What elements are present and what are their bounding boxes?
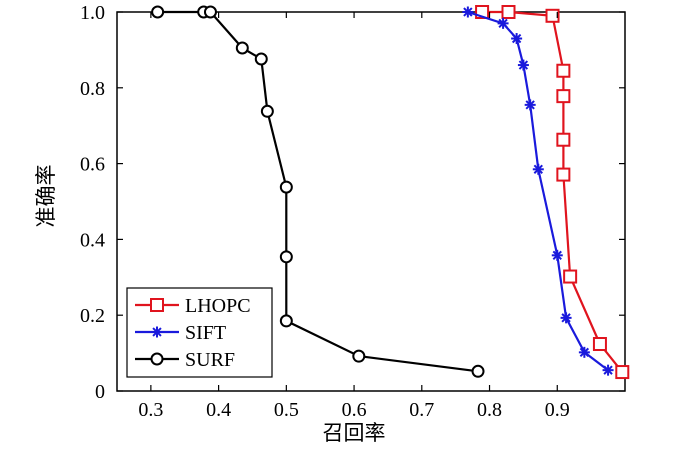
data-point-square — [563, 269, 578, 284]
data-point-square — [556, 63, 571, 78]
data-point-circle — [279, 314, 293, 328]
x-tick-label: 0.5 — [274, 399, 299, 421]
series-lhopc — [475, 5, 630, 380]
data-point-star — [551, 249, 563, 261]
series-sift — [462, 6, 614, 376]
x-tick-label: 0.7 — [409, 399, 434, 421]
legend-item-surf: SURF — [135, 349, 235, 371]
data-point-square — [556, 132, 571, 147]
y-tick-label: 0.4 — [80, 229, 105, 251]
y-tick-label: 0 — [95, 381, 105, 403]
y-tick-label: 0.2 — [80, 305, 105, 327]
data-point-square — [592, 337, 607, 352]
data-point-circle — [279, 180, 293, 194]
data-point-star — [517, 59, 529, 71]
data-point-star — [602, 364, 614, 376]
data-point-square — [615, 365, 630, 380]
x-axis: 0.3 0.4 0.5 0.6 0.7 0.8 0.9 — [138, 12, 570, 421]
y-tick-label: 0.6 — [80, 154, 105, 176]
data-point-square — [501, 5, 516, 19]
series-surf — [151, 5, 485, 378]
plot-area — [116, 11, 626, 392]
data-point-circle — [235, 41, 249, 55]
plot-border — [116, 11, 626, 392]
data-point-star — [151, 326, 163, 338]
legend-label: SIFT — [185, 322, 226, 344]
data-point-star — [462, 6, 474, 18]
data-point-circle — [150, 352, 164, 366]
data-point-square — [556, 167, 571, 182]
y-tick-label: 0.8 — [80, 78, 105, 100]
x-tick-label: 0.9 — [545, 399, 570, 421]
series-line — [482, 10, 624, 373]
data-point-star — [511, 33, 523, 45]
data-point-circle — [471, 364, 485, 378]
data-point-circle — [151, 5, 165, 19]
x-tick-label: 0.8 — [477, 399, 502, 421]
y-axis: 0 0.2 0.4 0.6 0.8 1.0 — [80, 2, 625, 403]
data-point-star — [497, 17, 509, 29]
y-axis-title: 准确率 — [34, 165, 58, 228]
series-layer — [151, 5, 630, 380]
series-line — [467, 10, 609, 372]
data-point-square — [556, 89, 571, 104]
x-tick-label: 0.4 — [206, 399, 231, 421]
data-point-circle — [279, 250, 293, 264]
data-point-star — [578, 346, 590, 358]
x-axis-title: 召回率 — [323, 421, 386, 445]
data-point-star — [560, 312, 572, 324]
legend-item-lhopc: LHOPC — [135, 295, 251, 317]
data-point-square — [150, 298, 164, 312]
data-point-circle — [260, 104, 274, 118]
data-point-square — [545, 8, 560, 23]
data-point-star — [532, 163, 544, 175]
data-point-circle — [254, 52, 268, 66]
y-tick-label: 1.0 — [80, 2, 105, 24]
data-point-circle — [203, 5, 217, 19]
x-tick-label: 0.3 — [138, 399, 163, 421]
legend-label: LHOPC — [185, 295, 251, 317]
legend-label: SURF — [185, 349, 235, 371]
legend-item-sift: SIFT — [135, 322, 226, 344]
data-point-star — [524, 99, 536, 111]
data-point-circle — [352, 349, 366, 363]
x-tick-label: 0.6 — [342, 399, 367, 421]
legend: LHOPC SIFT SURF — [126, 287, 273, 378]
